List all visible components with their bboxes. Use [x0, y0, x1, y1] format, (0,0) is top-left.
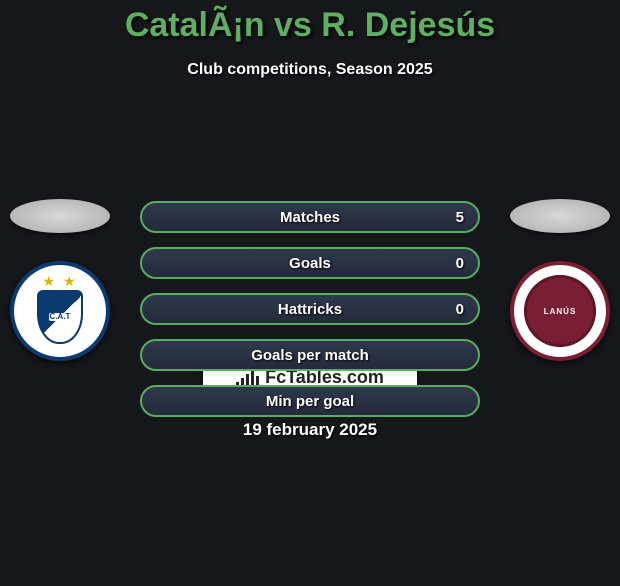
stat-label: Goals: [289, 255, 331, 272]
stat-label: Matches: [280, 209, 340, 226]
player-left-column: ★ ★ C.A.T: [0, 199, 120, 361]
stat-value: 0: [456, 255, 464, 272]
stat-row-matches: Matches 5: [140, 201, 480, 233]
player-right-silhouette: [510, 199, 610, 233]
club-badge-left: ★ ★ C.A.T: [10, 261, 110, 361]
stat-label: Goals per match: [251, 347, 369, 364]
stat-row-goals: Goals 0: [140, 247, 480, 279]
stat-row-goals-per-match: Goals per match: [140, 339, 480, 371]
player-right-column: LANÚS: [500, 199, 620, 361]
comparison-area: ★ ★ C.A.T Matches 5 Goals 0 Hattricks 0 …: [0, 79, 620, 339]
page-title: CatalÃ¡n vs R. Dejesús: [0, 6, 620, 45]
stat-value: 5: [456, 209, 464, 226]
stat-row-hattricks: Hattricks 0: [140, 293, 480, 325]
player-left-silhouette: [10, 199, 110, 233]
badge-stars-icon: ★ ★: [43, 273, 78, 290]
stat-value: 0: [456, 301, 464, 318]
badge-right-text: LANÚS: [544, 307, 577, 316]
badge-right-inner-icon: LANÚS: [524, 275, 596, 347]
subtitle: Club competitions, Season 2025: [0, 61, 620, 79]
badge-left-initials: C.A.T: [49, 313, 72, 321]
club-badge-right: LANÚS: [510, 261, 610, 361]
stat-row-min-per-goal: Min per goal: [140, 385, 480, 417]
stat-label: Min per goal: [266, 393, 354, 410]
badge-shield-icon: C.A.T: [37, 290, 83, 344]
stats-list: Matches 5 Goals 0 Hattricks 0 Goals per …: [140, 201, 480, 417]
stat-label: Hattricks: [278, 301, 342, 318]
date-text: 19 february 2025: [0, 420, 620, 440]
